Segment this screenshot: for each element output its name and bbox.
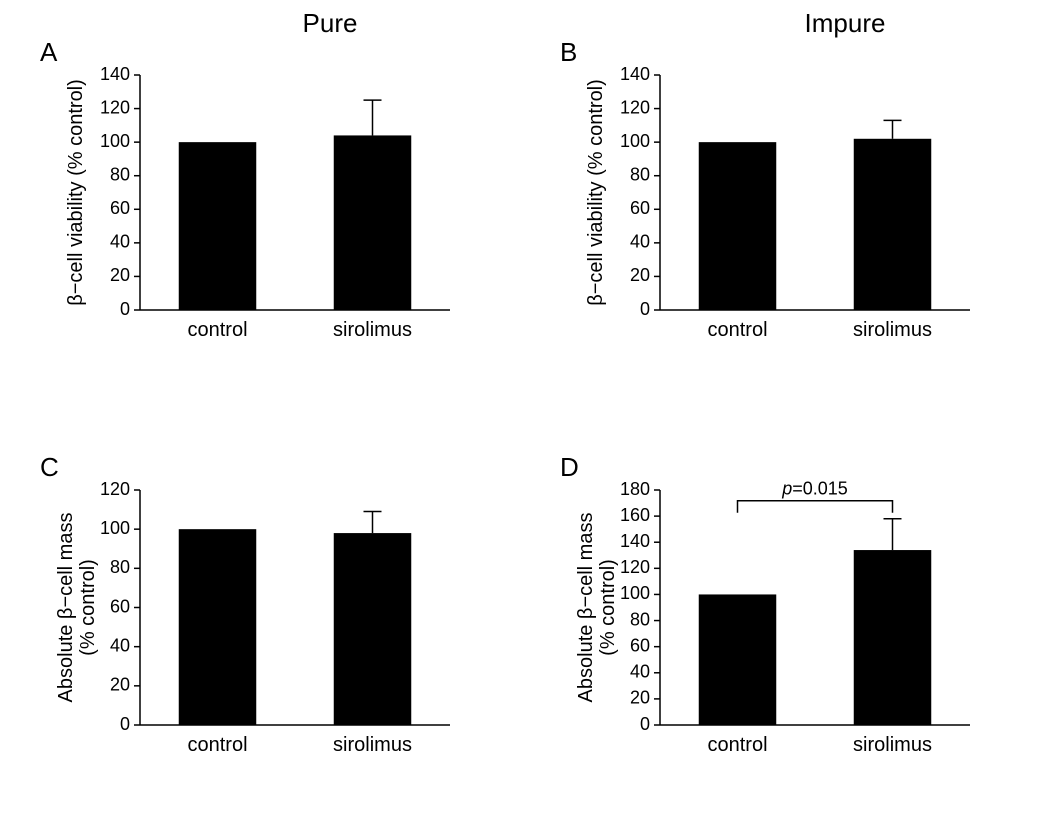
y-tick-label: 140 xyxy=(620,531,650,551)
y-axis-label: Absolute β−cell mass xyxy=(575,513,597,703)
y-axis-label: Absolute β−cell mass xyxy=(55,513,77,703)
y-tick-label: 120 xyxy=(100,479,130,499)
y-tick-label: 20 xyxy=(630,688,650,708)
x-tick-label: sirolimus xyxy=(853,734,932,756)
y-axis-label: β−cell viability (% control) xyxy=(585,79,607,306)
y-tick-label: 60 xyxy=(630,635,650,655)
chart-svg: 0 20 40 60 80 100 120 140 control sirolimus β−cell… xyxy=(40,45,470,365)
y-tick-label: 100 xyxy=(100,131,130,151)
y-tick-label: 140 xyxy=(100,64,130,84)
y-tick-label: 120 xyxy=(620,97,650,117)
bar xyxy=(179,142,257,310)
y-tick-label: 120 xyxy=(100,97,130,117)
x-tick-label: sirolimus xyxy=(333,319,412,341)
y-tick-label: 20 xyxy=(110,675,130,695)
bar xyxy=(699,142,777,310)
y-tick-label: 20 xyxy=(110,265,130,285)
y-tick-label: 40 xyxy=(630,662,650,682)
x-tick-label: control xyxy=(187,734,247,756)
x-tick-label: sirolimus xyxy=(333,734,412,756)
y-tick-label: 40 xyxy=(110,635,130,655)
y-tick-label: 140 xyxy=(620,64,650,84)
y-tick-label: 60 xyxy=(110,596,130,616)
y-axis-label: β−cell viability (% control) xyxy=(65,79,87,306)
panel-C: C020406080100120controlsirolimusAbsolute… xyxy=(40,460,470,780)
y-tick-label: 100 xyxy=(620,583,650,603)
x-tick-label: sirolimus xyxy=(853,319,932,341)
x-tick-label: control xyxy=(187,319,247,341)
bar xyxy=(334,533,412,725)
y-tick-label: 60 xyxy=(630,198,650,218)
y-tick-label: 80 xyxy=(110,557,130,577)
y-tick-label: 80 xyxy=(110,164,130,184)
significance-bracket xyxy=(738,501,893,513)
y-tick-label: 0 xyxy=(120,299,130,319)
y-tick-label: 80 xyxy=(630,609,650,629)
y-tick-label: 0 xyxy=(640,714,650,734)
y-tick-label: 160 xyxy=(620,505,650,525)
bar xyxy=(854,139,932,310)
bar xyxy=(334,135,412,310)
y-tick-label: 180 xyxy=(620,479,650,499)
y-tick-label: 100 xyxy=(100,518,130,538)
y-tick-label: 40 xyxy=(630,232,650,252)
chart-svg: 0 20 40 60 80 100 120 control sirolimus Absolute … xyxy=(40,460,470,780)
x-tick-label: control xyxy=(707,734,767,756)
panel-A: A020406080100120140controlsirolimusβ−cel… xyxy=(40,45,470,365)
y-tick-label: 60 xyxy=(110,198,130,218)
bar xyxy=(854,550,932,725)
column-title-right: Impure xyxy=(715,8,975,39)
y-tick-label: 0 xyxy=(640,299,650,319)
chart-svg: 0 20 40 60 80 100 120 140 control sirolimus β−cell… xyxy=(560,45,990,365)
y-tick-label: 100 xyxy=(620,131,650,151)
y-tick-label: 80 xyxy=(630,164,650,184)
y-tick-label: 20 xyxy=(630,265,650,285)
y-axis-label-2: (% control) xyxy=(77,559,99,656)
y-tick-label: 40 xyxy=(110,232,130,252)
y-axis-label-2: (% control) xyxy=(597,559,619,656)
chart-svg: p=0.015 0 20 40 60 80 100 120 140 160 180 control si… xyxy=(560,460,990,780)
bar xyxy=(699,594,777,725)
p-value-label: p=0.015 xyxy=(781,479,848,499)
column-title-left: Pure xyxy=(200,8,460,39)
bar xyxy=(179,529,257,725)
y-tick-label: 0 xyxy=(120,714,130,734)
x-tick-label: control xyxy=(707,319,767,341)
y-tick-label: 120 xyxy=(620,557,650,577)
panel-D: Dp=0.015020406080100120140160180controls… xyxy=(560,460,990,780)
panel-B: B020406080100120140controlsirolimusβ−cel… xyxy=(560,45,990,365)
